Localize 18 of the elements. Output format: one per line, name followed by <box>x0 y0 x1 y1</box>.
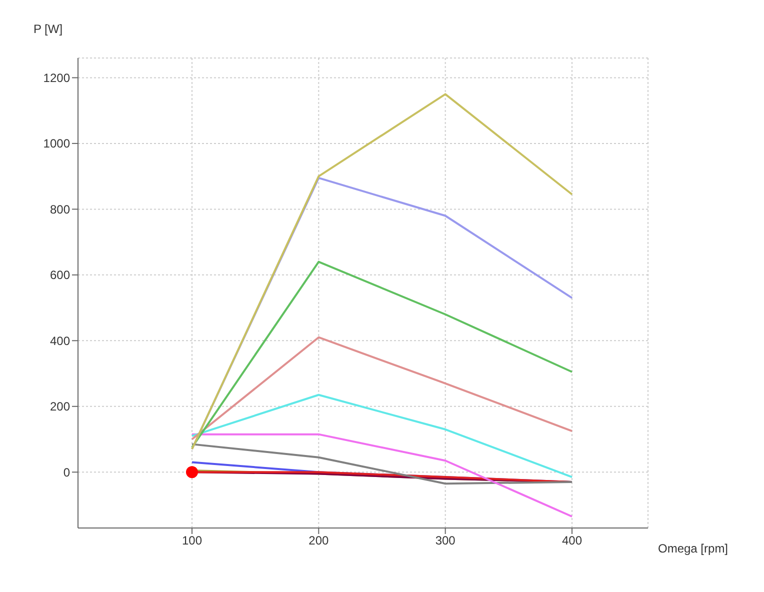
y-tick-label: 800 <box>50 202 70 216</box>
line-series <box>191 394 573 478</box>
y-tick-label: 1000 <box>43 136 70 151</box>
x-tick-label: 300 <box>435 534 456 548</box>
y-tick-label: 0 <box>63 465 70 480</box>
x-axis-title: Omega [rpm] <box>658 541 728 556</box>
y-tick-label: 200 <box>50 400 70 414</box>
x-tick-label: 200 <box>308 534 329 548</box>
line-series <box>191 443 573 485</box>
y-tick-label: 1200 <box>43 70 70 85</box>
x-tick-label: 100 <box>182 534 202 548</box>
line-series <box>191 93 573 450</box>
line-series <box>191 260 573 448</box>
y-axis-title: P [W] <box>33 22 63 36</box>
y-tick-label: 600 <box>50 268 70 282</box>
line-series <box>191 336 573 440</box>
x-tick-label: 400 <box>562 534 582 548</box>
y-tick-label: 400 <box>50 334 70 348</box>
